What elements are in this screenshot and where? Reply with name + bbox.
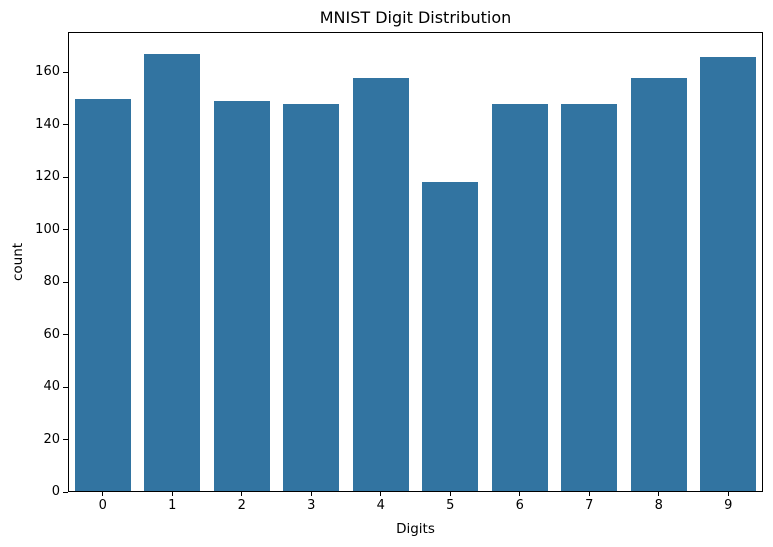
x-tick-label: 1 bbox=[168, 498, 177, 513]
x-tick-mark bbox=[171, 492, 173, 496]
y-tick-label: 120 bbox=[35, 169, 60, 185]
x-tick-mark bbox=[658, 492, 660, 496]
bar-digit-6 bbox=[491, 103, 548, 492]
x-tick-label: 5 bbox=[446, 498, 455, 513]
y-tick-label: 80 bbox=[43, 274, 60, 290]
y-tick-label: 40 bbox=[43, 379, 60, 395]
bar-digit-9 bbox=[700, 56, 757, 492]
chart-title: MNIST Digit Distribution bbox=[319, 8, 512, 27]
plot-area bbox=[68, 32, 763, 492]
bar-digit-1 bbox=[144, 53, 201, 492]
y-tick-mark bbox=[63, 491, 68, 493]
x-tick-label: 0 bbox=[98, 498, 107, 513]
bar-digit-8 bbox=[630, 77, 687, 492]
y-tick-mark bbox=[63, 124, 68, 126]
x-tick-label: 7 bbox=[585, 498, 594, 513]
x-tick-mark bbox=[519, 492, 521, 496]
bar-digit-0 bbox=[74, 98, 131, 492]
x-tick-mark bbox=[380, 492, 382, 496]
y-tick-label: 20 bbox=[43, 431, 60, 447]
y-tick-mark bbox=[63, 281, 68, 283]
x-tick-mark bbox=[449, 492, 451, 496]
y-tick-mark bbox=[63, 229, 68, 231]
y-tick-mark bbox=[63, 386, 68, 388]
bar-digit-7 bbox=[561, 103, 618, 492]
y-tick-mark bbox=[63, 334, 68, 336]
y-tick-label: 100 bbox=[35, 221, 60, 237]
y-tick-label: 160 bbox=[35, 64, 60, 80]
x-tick-label: 9 bbox=[724, 498, 733, 513]
bar-digit-5 bbox=[422, 182, 479, 492]
bar-digit-2 bbox=[213, 101, 270, 492]
y-tick-mark bbox=[63, 439, 68, 441]
y-tick-mark bbox=[63, 176, 68, 178]
y-tick-label: 140 bbox=[35, 116, 60, 132]
x-tick-label: 3 bbox=[307, 498, 316, 513]
bar-digit-3 bbox=[283, 103, 340, 492]
y-tick-mark bbox=[63, 71, 68, 73]
y-tick-label: 60 bbox=[43, 326, 60, 342]
x-tick-mark bbox=[102, 492, 104, 496]
x-tick-label: 6 bbox=[515, 498, 524, 513]
x-axis-label: Digits bbox=[396, 521, 435, 537]
x-tick-mark bbox=[727, 492, 729, 496]
x-tick-mark bbox=[310, 492, 312, 496]
x-tick-mark bbox=[241, 492, 243, 496]
bar-digit-4 bbox=[352, 77, 409, 492]
x-tick-label: 4 bbox=[376, 498, 385, 513]
x-tick-mark bbox=[588, 492, 590, 496]
y-tick-label: 0 bbox=[51, 484, 60, 499]
x-tick-label: 8 bbox=[654, 498, 663, 513]
x-tick-label: 2 bbox=[237, 498, 246, 513]
